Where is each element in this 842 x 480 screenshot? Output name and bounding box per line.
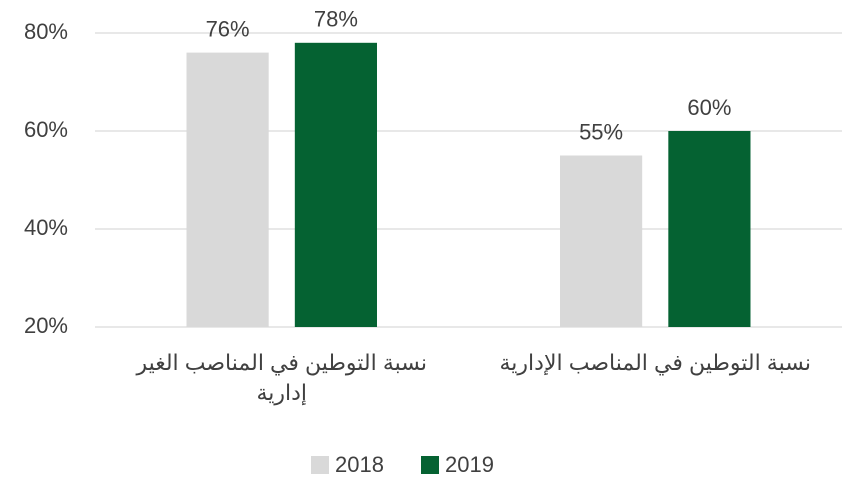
data-label: 55%: [579, 119, 623, 144]
bar: [186, 52, 269, 327]
data-label: 78%: [314, 7, 358, 32]
y-tick-label: 40%: [24, 215, 68, 240]
data-label: 76%: [206, 16, 250, 41]
y-tick-label: 20%: [24, 313, 68, 338]
bar: [294, 42, 377, 328]
legend-swatch: [311, 456, 329, 474]
legend-label: 2018: [335, 452, 384, 477]
x-tick-label: نسبة التوطين في المناصب الغير إدارية: [136, 350, 428, 405]
y-tick-label: 80%: [24, 19, 68, 44]
x-tick-label: نسبة التوطين في المناصب الإدارية: [499, 350, 811, 375]
y-tick-label: 60%: [24, 117, 68, 142]
data-label: 60%: [687, 95, 731, 120]
legend-swatch: [421, 456, 439, 474]
bar: [560, 155, 643, 327]
legend-label: 2019: [445, 452, 494, 477]
bar: [668, 131, 751, 327]
